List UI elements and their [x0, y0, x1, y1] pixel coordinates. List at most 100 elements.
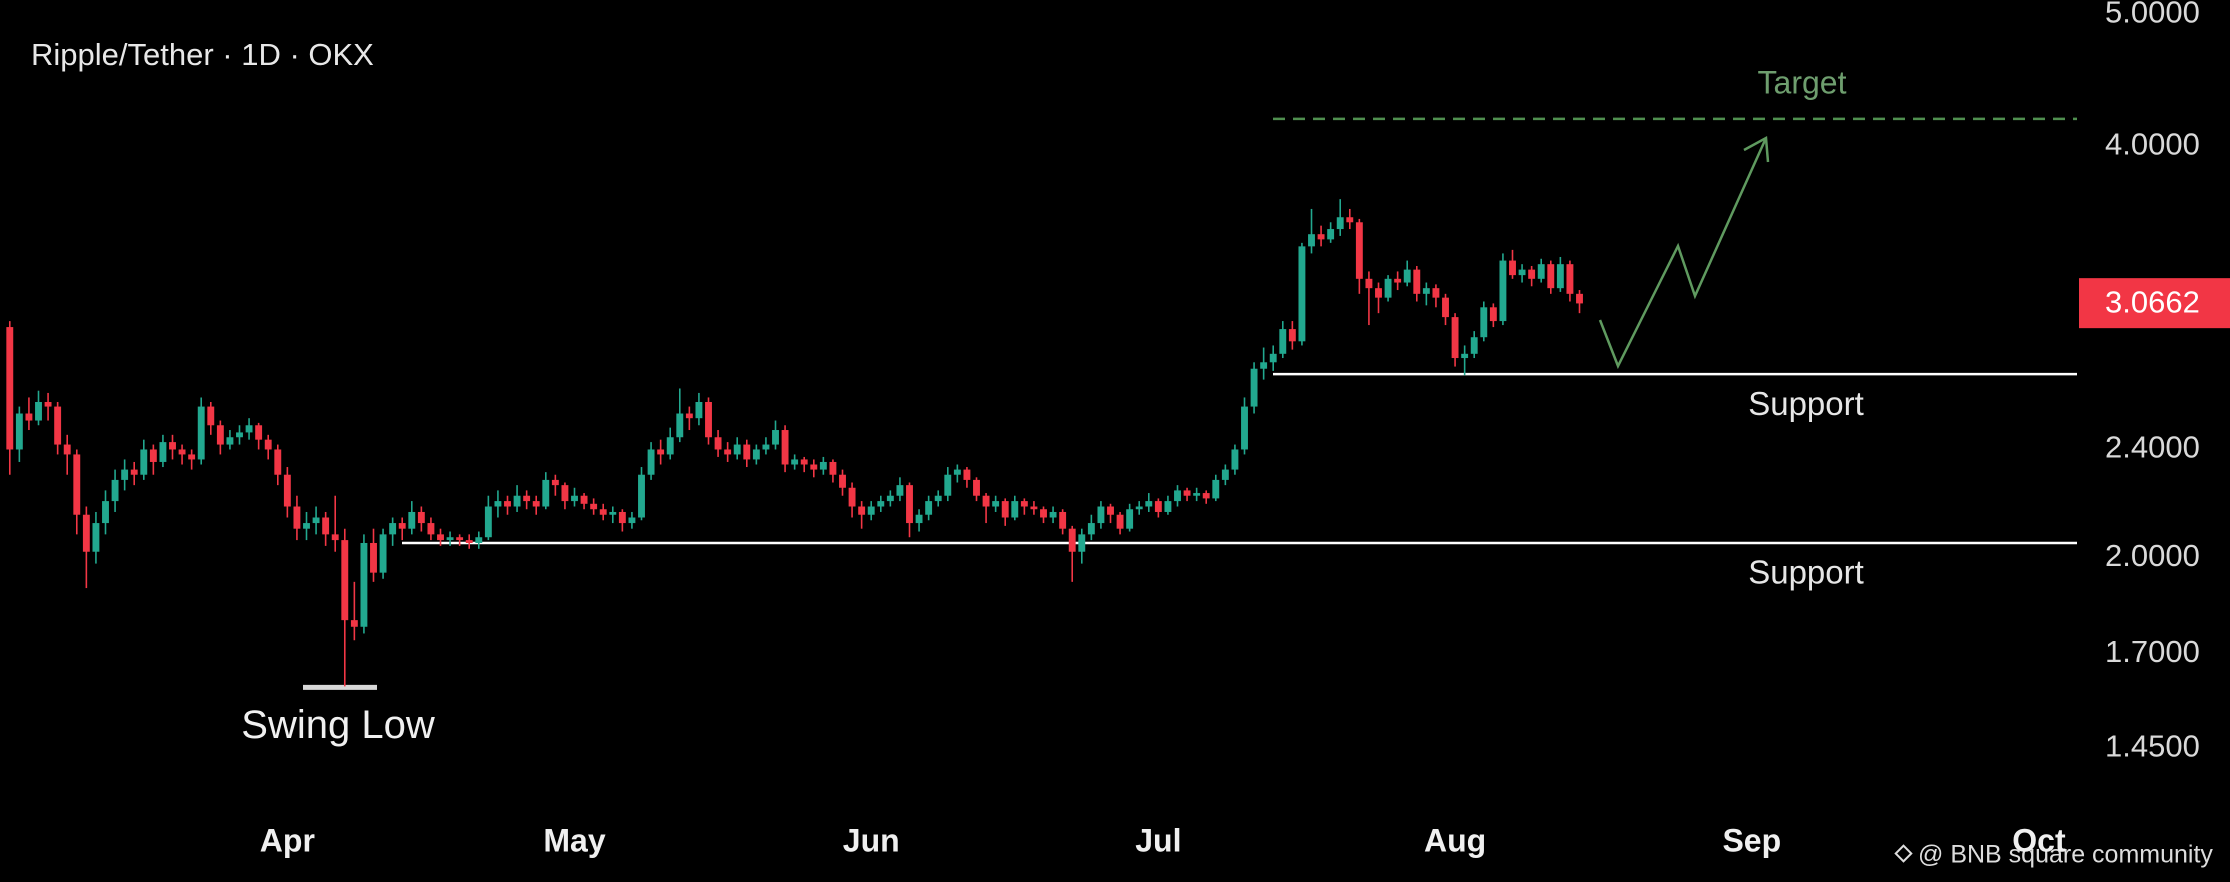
y-tick-label: 1.7000	[2105, 634, 2200, 669]
candle-body	[475, 537, 483, 543]
x-tick-label: Sep	[1722, 822, 1781, 858]
candle-body	[973, 479, 980, 496]
candle-body	[437, 534, 444, 541]
target-label: Target	[1758, 64, 1847, 100]
candle-body	[159, 442, 167, 462]
x-tick-label: Apr	[260, 822, 315, 858]
candle-body	[1059, 511, 1067, 529]
candle-body	[1135, 506, 1143, 510]
candle-body	[839, 474, 846, 488]
candle-body	[207, 406, 215, 426]
candle-body	[819, 461, 827, 470]
candle-body	[360, 542, 368, 627]
candle-body	[1327, 229, 1335, 240]
candle-body	[685, 413, 693, 419]
candle-body	[1308, 234, 1315, 247]
watermark: @ BNB square community	[1918, 841, 2213, 869]
candle-body	[245, 425, 253, 433]
candle-body	[963, 469, 971, 480]
candle-body	[542, 479, 550, 507]
x-tick-label: Jul	[1135, 822, 1181, 858]
candle-body	[236, 432, 243, 438]
candle-body	[92, 523, 100, 552]
candle-body	[1461, 353, 1469, 359]
candle-body	[705, 401, 712, 438]
candle-body	[102, 501, 109, 524]
candle-body	[676, 413, 684, 438]
candle-body	[188, 454, 196, 460]
candle-body	[417, 511, 425, 524]
candle-body	[618, 511, 626, 524]
candle-body	[551, 479, 559, 486]
candle-body	[54, 406, 62, 445]
arrow-head	[1743, 135, 1770, 163]
candle-body	[111, 479, 119, 502]
candle-body	[1020, 501, 1028, 507]
candle-body	[1116, 514, 1124, 529]
candle-body	[216, 425, 224, 445]
candle-body	[1174, 490, 1181, 502]
candle-body	[63, 444, 71, 455]
candle-body	[1355, 222, 1363, 279]
candle-body	[1260, 362, 1268, 369]
candle-body	[1537, 264, 1545, 279]
candle-body	[303, 523, 310, 529]
candle-body	[169, 442, 176, 450]
candle-body	[1518, 269, 1526, 276]
x-tick-label: May	[543, 822, 605, 858]
candle-body	[1365, 278, 1373, 289]
candle-body	[6, 327, 14, 450]
candle-body	[1279, 329, 1287, 354]
candle-body	[312, 517, 320, 524]
candle-body	[484, 506, 492, 538]
candle-body	[446, 537, 454, 541]
candle-body	[1126, 509, 1134, 529]
support-label: Support	[1748, 554, 1864, 591]
candle-body	[1154, 501, 1162, 512]
candle-body	[1097, 506, 1105, 524]
candle-body	[226, 437, 234, 445]
candle-body	[73, 454, 81, 515]
chart-title: Ripple/Tether · 1D · OKX	[31, 37, 374, 72]
y-tick-label: 2.0000	[2105, 538, 2200, 573]
x-tick-label: Oct	[2012, 822, 2066, 858]
candle-body	[350, 620, 358, 627]
candle-body	[1231, 449, 1239, 470]
candle-body	[255, 425, 263, 440]
candle-body	[867, 506, 875, 515]
candle-body	[915, 514, 923, 524]
candle-body	[523, 495, 531, 502]
candle-body	[370, 542, 377, 573]
candle-body	[82, 514, 90, 552]
candle-body	[829, 461, 837, 475]
candle-body	[1241, 406, 1248, 450]
candle-body	[322, 517, 330, 535]
candle-body	[1212, 479, 1220, 499]
y-tick-label: 4.0000	[2105, 127, 2200, 162]
candle-body	[886, 495, 894, 502]
candle-body	[1030, 506, 1038, 510]
candle-body	[781, 430, 789, 465]
candle-body	[609, 511, 617, 515]
candle-body	[1001, 501, 1009, 518]
candle-body	[1336, 217, 1344, 230]
candle-body	[1384, 278, 1392, 298]
candle-body	[800, 459, 808, 465]
candle-body	[274, 449, 282, 475]
candle-body	[1250, 368, 1258, 407]
candle-body	[1346, 217, 1354, 223]
last-price-label: 3.0662	[2105, 284, 2200, 319]
candle-body	[1499, 260, 1507, 322]
candle-body	[944, 474, 952, 496]
candle-body	[1164, 501, 1172, 512]
candle-body	[504, 501, 511, 507]
watermark-icon	[1894, 844, 1913, 863]
candle-body	[580, 495, 588, 504]
candle-body	[724, 449, 732, 455]
watermark-diamond	[1894, 844, 1913, 863]
candle-body	[657, 449, 665, 455]
candle-body	[896, 485, 904, 496]
candle-body	[1011, 501, 1019, 518]
candle-body	[398, 523, 406, 529]
